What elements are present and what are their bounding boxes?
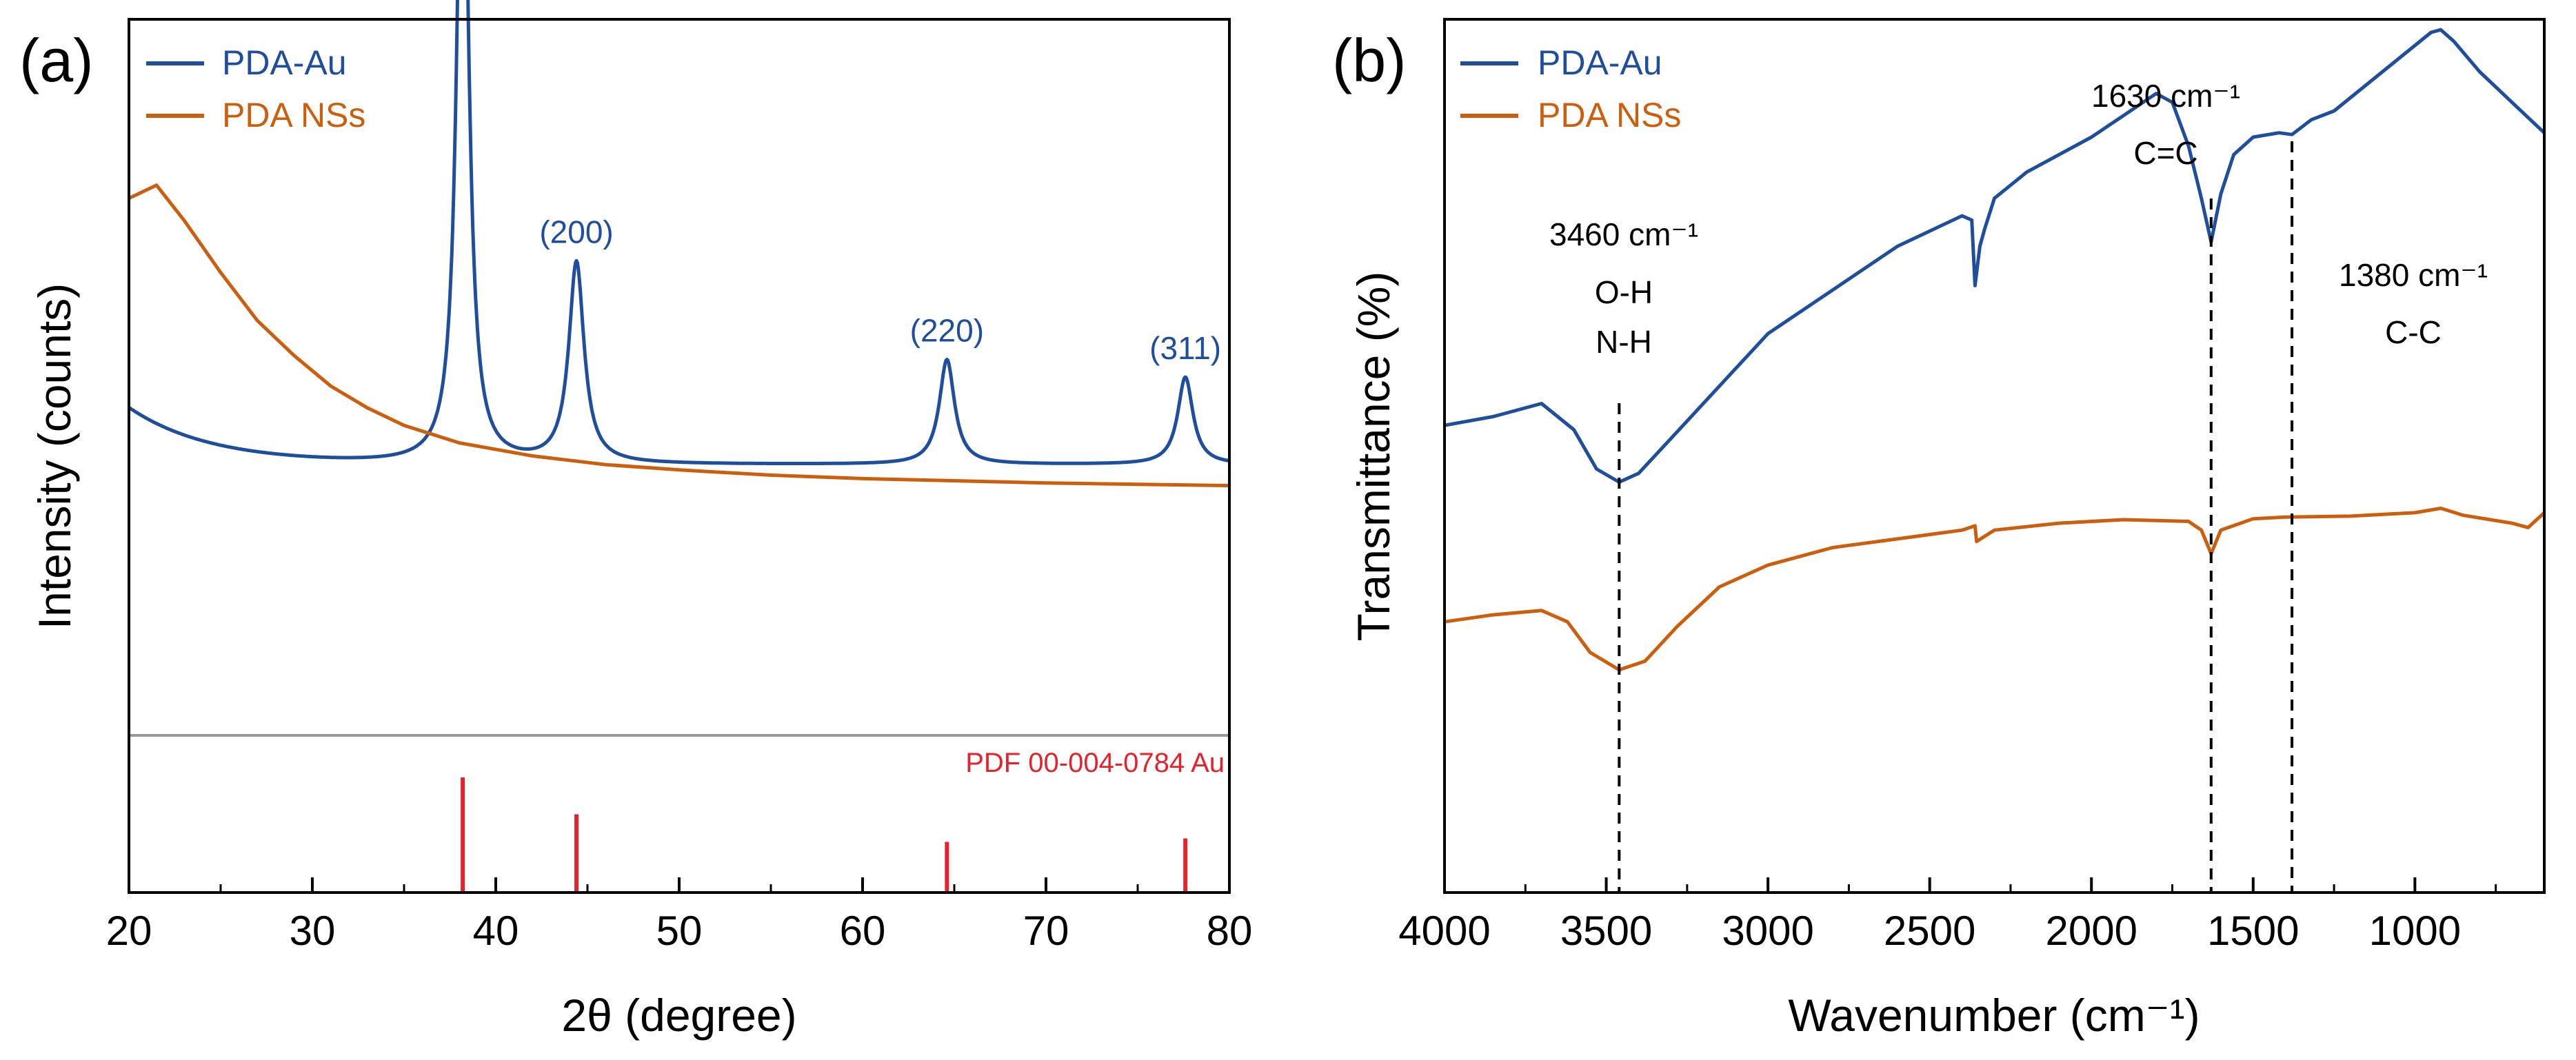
panel-a-x-tick-label-20: 20 bbox=[106, 908, 152, 954]
panel-a: (a) PDA-Au PDA NSs (111)(200)(220)(311) … bbox=[19, 0, 1252, 1041]
panel-a-reference-sticks bbox=[461, 777, 1188, 893]
annotation-1630-wavenumber: 1630 cm⁻¹ bbox=[2091, 78, 2240, 114]
annotation-3460-wavenumber: 3460 cm⁻¹ bbox=[1549, 216, 1698, 252]
panel-b-x-axis-label: Wavenumber (cm⁻¹) bbox=[1788, 990, 2200, 1041]
panel-b-x-axis-ticks: 4000 3500 3000 2500 2000 1500 1000 bbox=[1398, 877, 2497, 954]
panel-a-x-axis-label: 2θ (degree) bbox=[561, 990, 796, 1041]
peak-label-220: (220) bbox=[910, 313, 984, 349]
annotation-1630: 1630 cm⁻¹ C=C bbox=[2091, 78, 2240, 171]
panel-a-x-axis-ticks: 20 30 40 50 60 70 80 bbox=[106, 877, 1253, 954]
panel-b-plot-frame bbox=[1443, 18, 2546, 894]
panel-a-legend-label-pda-au: PDA-Au bbox=[222, 43, 347, 82]
annotation-3460: 3460 cm⁻¹ O-H N-H bbox=[1549, 216, 1698, 360]
ftir-line-pda-nss bbox=[1444, 507, 2546, 672]
panel-b-x-tick-label-2500: 2500 bbox=[1884, 908, 1975, 954]
panel-a-label: (a) bbox=[19, 26, 94, 94]
panel-a-x-tick-label-80: 80 bbox=[1207, 908, 1253, 954]
panel-a-peak-labels: (111)(200)(220)(311) bbox=[539, 214, 1221, 366]
annotation-1380-group-cc-single: C-C bbox=[2385, 314, 2442, 350]
annotation-1630-group-cc-double: C=C bbox=[2133, 135, 2197, 171]
panel-b: (b) PDA-Au PDA NSs 3460 cm⁻¹ O-H N-H 163… bbox=[1332, 18, 2546, 1041]
panel-b-x-tick-label-1000: 1000 bbox=[2369, 908, 2461, 954]
panel-a-x-tick-label-50: 50 bbox=[656, 908, 703, 954]
panel-a-legend-label-pda-nss: PDA NSs bbox=[222, 96, 365, 134]
panel-a-reference-label: PDF 00-004-0784 Au bbox=[965, 748, 1225, 778]
panel-b-curves bbox=[1444, 28, 2546, 672]
series-line-pda-au bbox=[128, 0, 1231, 465]
panel-b-legend-label-pda-au: PDA-Au bbox=[1538, 43, 1662, 82]
panel-b-x-tick-label-2000: 2000 bbox=[2045, 908, 2137, 954]
annotation-1380: 1380 cm⁻¹ C-C bbox=[2339, 257, 2488, 350]
peak-label-311: (311) bbox=[1149, 330, 1221, 366]
panel-b-x-tick-label-3000: 3000 bbox=[1722, 908, 1813, 954]
peak-label-200: (200) bbox=[539, 214, 613, 249]
series-line-pda-nss bbox=[128, 183, 1230, 488]
annotation-3460-group-nh: N-H bbox=[1596, 324, 1652, 360]
panel-b-label: (b) bbox=[1332, 26, 1407, 94]
panel-b-x-tick-label-4000: 4000 bbox=[1398, 908, 1490, 954]
panel-a-x-tick-label-30: 30 bbox=[290, 908, 336, 954]
annotation-1380-wavenumber: 1380 cm⁻¹ bbox=[2339, 257, 2488, 293]
panel-b-legend: PDA-Au PDA NSs bbox=[1460, 43, 1681, 134]
panel-b-guide-lines bbox=[1618, 141, 2294, 893]
panel-a-curves bbox=[128, 0, 1231, 488]
panel-b-legend-label-pda-nss: PDA NSs bbox=[1538, 96, 1681, 134]
panel-a-x-tick-label-40: 40 bbox=[473, 908, 519, 954]
panel-a-x-tick-label-60: 60 bbox=[840, 908, 886, 954]
panel-a-legend: PDA-Au PDA NSs bbox=[146, 43, 365, 134]
panel-a-x-tick-label-70: 70 bbox=[1023, 908, 1069, 954]
panel-a-y-axis-label: Intensity (counts) bbox=[29, 283, 80, 630]
annotation-3460-group-oh: O-H bbox=[1595, 274, 1653, 310]
ftir-line-pda-au bbox=[1444, 28, 2546, 484]
panel-b-y-axis-label: Transmittance (%) bbox=[1348, 272, 1399, 642]
panel-b-x-tick-label-3500: 3500 bbox=[1560, 908, 1652, 954]
panel-b-x-tick-label-1500: 1500 bbox=[2207, 908, 2299, 954]
